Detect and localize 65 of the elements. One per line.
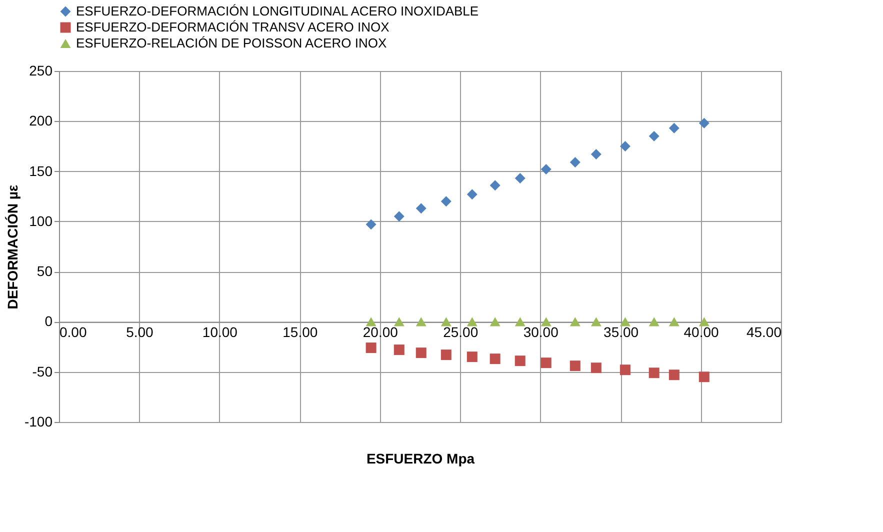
x-tick-label: 5.00: [126, 324, 154, 340]
x-tick-label: 0.00: [60, 324, 87, 340]
y-axis-title: DEFORMACIÓN µε: [4, 184, 20, 310]
point: [668, 317, 680, 326]
y-tick-label: -50: [32, 363, 53, 380]
point: [394, 344, 404, 356]
point: [620, 140, 630, 152]
point: [648, 317, 660, 326]
y-tick-label: -100: [24, 414, 53, 430]
point: [366, 219, 376, 230]
point: [394, 211, 404, 222]
point: [366, 342, 376, 354]
point: [514, 356, 526, 366]
point: [466, 317, 478, 326]
y-tick-label: 0: [44, 313, 53, 330]
point: [648, 368, 660, 378]
point: [440, 317, 452, 326]
point: [416, 348, 426, 358]
point: [440, 196, 452, 207]
x-tick-label: 35.00: [604, 324, 639, 340]
point: [416, 203, 426, 214]
point: [490, 317, 500, 326]
point: [590, 148, 602, 160]
point: [416, 317, 426, 326]
legend-label: ESFUERZO-DEFORMACIÓN TRANSV ACERO INOX: [76, 20, 390, 34]
point: [570, 360, 580, 372]
point: [620, 317, 630, 326]
y-tick-label: 50: [36, 263, 53, 280]
point: [620, 364, 630, 376]
point: [440, 350, 452, 360]
point: [490, 354, 500, 364]
x-tick-label: 40.00: [684, 324, 719, 340]
point: [590, 317, 602, 326]
x-tick-label: 10.00: [202, 324, 238, 340]
legend-label: ESFUERZO-DEFORMACIÓN LONGITUDINAL ACERO INOXIDABLE: [76, 4, 479, 18]
point: [570, 157, 580, 168]
point: [490, 180, 500, 191]
x-tick-label: 25.00: [443, 324, 478, 340]
point: [394, 317, 404, 326]
point: [514, 173, 526, 184]
point: [466, 189, 478, 200]
point: [540, 317, 552, 326]
point: [698, 118, 710, 128]
y-tick-label: 200: [29, 112, 53, 129]
y-tick-label: 250: [29, 62, 53, 78]
point: [514, 317, 526, 326]
x-tick-label: 30.00: [523, 324, 559, 340]
point: [648, 130, 660, 142]
point: [540, 358, 552, 368]
point: [590, 362, 602, 374]
point: [668, 122, 680, 134]
y-tick-label: 100: [29, 212, 53, 229]
point: [698, 372, 710, 382]
y-tick-label: 150: [29, 162, 53, 179]
point: [466, 352, 478, 362]
legend-label: ESFUERZO-RELACIÓN DE POISSON ACERO INOX: [76, 36, 387, 50]
x-tick-label: 20.00: [362, 324, 398, 340]
point: [668, 370, 680, 380]
point: [366, 317, 376, 326]
x-axis-title: ESFUERZO Mpa: [366, 450, 475, 466]
point: [570, 317, 580, 326]
point: [540, 164, 552, 175]
x-tick-label: 45.00: [746, 324, 782, 340]
x-tick-label: 15.00: [282, 324, 318, 340]
point: [698, 317, 710, 326]
